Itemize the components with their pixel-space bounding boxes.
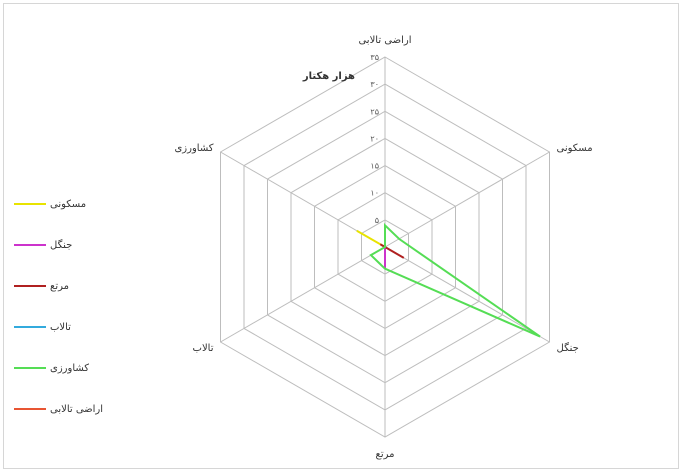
series-line — [369, 222, 541, 338]
legend: مسکونی جنگل مرتع تالاب کشاورزی اراضی تالابی — [14, 199, 103, 415]
axis-label: اراضی تالابی — [358, 35, 411, 46]
spoke — [220, 246, 386, 343]
legend-label: تالاب — [50, 322, 71, 333]
spoke — [384, 246, 550, 343]
series-line — [356, 229, 386, 248]
series-line — [379, 243, 405, 259]
tick-label: ۳۰ — [370, 80, 379, 89]
unit-label: هزار هکتار — [302, 71, 355, 82]
legend-label: مسکونی — [50, 199, 86, 210]
chart-frame: ۵ ۱۰ ۱۵ ۲۰ ۲۵ ۳۰ ۳۵ اراضی تالابی مسکونی جنگل مرتع… — [3, 3, 679, 469]
axis-label: جنگل — [557, 342, 579, 354]
axis-label: مسکونی — [557, 143, 593, 154]
tick-label: ۱۰ — [370, 189, 379, 198]
legend-label: کشاورزی — [50, 363, 89, 374]
radar-axis-labels: اراضی تالابی مسکونی جنگل مرتع تالاب کشاورزی — [174, 35, 592, 460]
legend-label: مرتع — [50, 281, 69, 292]
tick-label: ۲۰ — [370, 134, 379, 143]
axis-label: تالاب — [193, 343, 214, 354]
radar-series — [356, 222, 541, 338]
legend-label: اراضی تالابی — [50, 404, 103, 415]
tick-label: ۲۵ — [370, 107, 379, 116]
tick-label: ۳۵ — [370, 53, 379, 62]
legend-label: جنگل — [50, 239, 72, 251]
axis-label: مرتع — [376, 449, 395, 460]
tick-label: ۵ — [375, 216, 379, 225]
radar-tick-labels: ۵ ۱۰ ۱۵ ۲۰ ۲۵ ۳۰ ۳۵ — [370, 53, 379, 225]
spoke — [384, 151, 550, 248]
tick-label: ۱۵ — [370, 162, 379, 171]
radar-chart: ۵ ۱۰ ۱۵ ۲۰ ۲۵ ۳۰ ۳۵ اراضی تالابی مسکونی جنگل مرتع… — [14, 35, 593, 460]
axis-label: کشاورزی — [174, 143, 213, 154]
